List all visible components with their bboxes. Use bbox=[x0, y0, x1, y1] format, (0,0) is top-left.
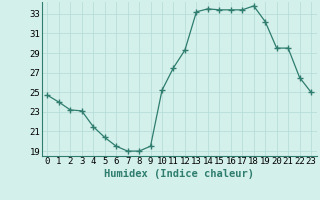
X-axis label: Humidex (Indice chaleur): Humidex (Indice chaleur) bbox=[104, 169, 254, 179]
